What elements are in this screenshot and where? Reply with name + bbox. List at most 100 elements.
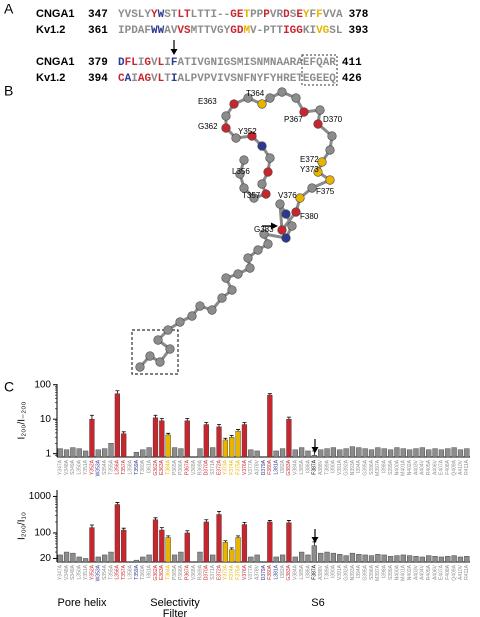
x-tick-label: G395A (362, 459, 368, 475)
bar (254, 450, 260, 458)
x-tick-label: S396A (369, 564, 375, 580)
error-bar (242, 422, 247, 425)
bar (210, 447, 216, 458)
y-tick-label: 100 (34, 379, 51, 390)
x-tick-label: A403V (413, 564, 419, 580)
atom (263, 239, 273, 249)
x-tick-label: V348A (64, 564, 70, 580)
residue-label: G362 (198, 122, 218, 131)
x-tick-label: Y351A (83, 564, 89, 580)
y-tick-label: 1 (45, 448, 51, 459)
x-tick-label: L385A (299, 564, 305, 579)
bar (413, 556, 419, 563)
atom (281, 233, 291, 243)
x-tick-label: P367A (185, 459, 191, 475)
x-tick-label: F374A (229, 459, 235, 474)
x-tick-label: A388V (318, 459, 324, 475)
bar (362, 554, 368, 563)
residue-label: Y373 (300, 165, 319, 174)
atom (163, 325, 173, 335)
atom (243, 93, 253, 103)
row-end: 411 (342, 57, 362, 69)
residues: VG (316, 25, 330, 37)
atom (217, 293, 227, 303)
residues: T (243, 9, 250, 21)
x-tick-label: N400A (394, 564, 400, 580)
atom (155, 357, 165, 367)
error-bar (223, 437, 228, 440)
x-tick-label: M401A (401, 564, 407, 581)
bar (210, 554, 216, 563)
residues: VR (270, 9, 284, 21)
bar (438, 556, 445, 563)
x-tick-label: Y347A (58, 564, 64, 580)
x-tick-label: Y352A (89, 459, 95, 475)
residues: V (151, 73, 158, 85)
bar (419, 447, 425, 458)
x-tick-label: D379A (261, 564, 267, 580)
bar (248, 556, 254, 563)
structure-arrow (262, 222, 278, 230)
x-tick-label: V377A (248, 459, 254, 475)
residues: AV (164, 25, 178, 37)
error-bar (312, 541, 317, 546)
bar (299, 551, 305, 563)
x-tick-label: Y373A (223, 459, 229, 475)
error-bar (166, 432, 171, 435)
bar (216, 514, 222, 563)
residues: MTTVGY (191, 25, 231, 37)
bar (108, 551, 114, 563)
bar (451, 555, 457, 563)
bar (375, 554, 381, 563)
x-tick-label: N393A (350, 564, 356, 580)
x-tick-label: S349A (70, 459, 76, 475)
bar (324, 551, 330, 563)
atom (233, 269, 243, 279)
bar (89, 418, 95, 458)
x-tick-label: A404V (420, 564, 426, 580)
x-tick-label: V391A (337, 459, 343, 475)
residues: KI (303, 25, 316, 37)
error-bar (159, 418, 164, 421)
residue-label: F380 (300, 212, 319, 221)
residues: E (296, 9, 303, 21)
bar (235, 430, 241, 458)
x-tick-label: T389A (324, 564, 330, 579)
x-tick-label: Y351A (83, 459, 89, 475)
x-tick-label: S399A (388, 564, 394, 580)
bar (381, 554, 387, 563)
bar (419, 556, 425, 563)
bar (235, 537, 241, 563)
bar (95, 556, 101, 563)
row-name: Kv1.2 (36, 72, 65, 84)
y-tick-label: 1000 (29, 491, 52, 502)
x-tick-label: L381A (274, 459, 280, 474)
x-tick-label: G362A (153, 459, 159, 475)
bar (356, 554, 362, 563)
x-tick-label: V384A (293, 459, 299, 475)
error-bar (204, 519, 209, 522)
row-start: 361 (88, 25, 108, 37)
x-tick-label: P367A (185, 564, 191, 580)
atom (291, 207, 301, 217)
bar (229, 437, 235, 458)
residues: FL (125, 57, 139, 69)
bar (76, 448, 82, 458)
x-tick-label: E372A (216, 564, 222, 580)
x-tick-label: M397A (375, 564, 381, 581)
x-tick-label: I390A (331, 564, 337, 578)
bar (63, 449, 70, 458)
x-tick-label: F374A (229, 564, 235, 579)
x-tick-label: V377A (248, 564, 254, 580)
x-tick-label: L358A (127, 459, 133, 474)
bar (203, 521, 209, 563)
x-tick-label: F408A (445, 459, 451, 474)
atom (291, 93, 301, 103)
bar (394, 447, 400, 458)
bar (159, 420, 165, 458)
bar (121, 433, 127, 458)
row-start: 394 (88, 73, 108, 85)
residues: VS (177, 25, 191, 37)
bar (178, 448, 184, 458)
residues: WW (151, 25, 165, 37)
